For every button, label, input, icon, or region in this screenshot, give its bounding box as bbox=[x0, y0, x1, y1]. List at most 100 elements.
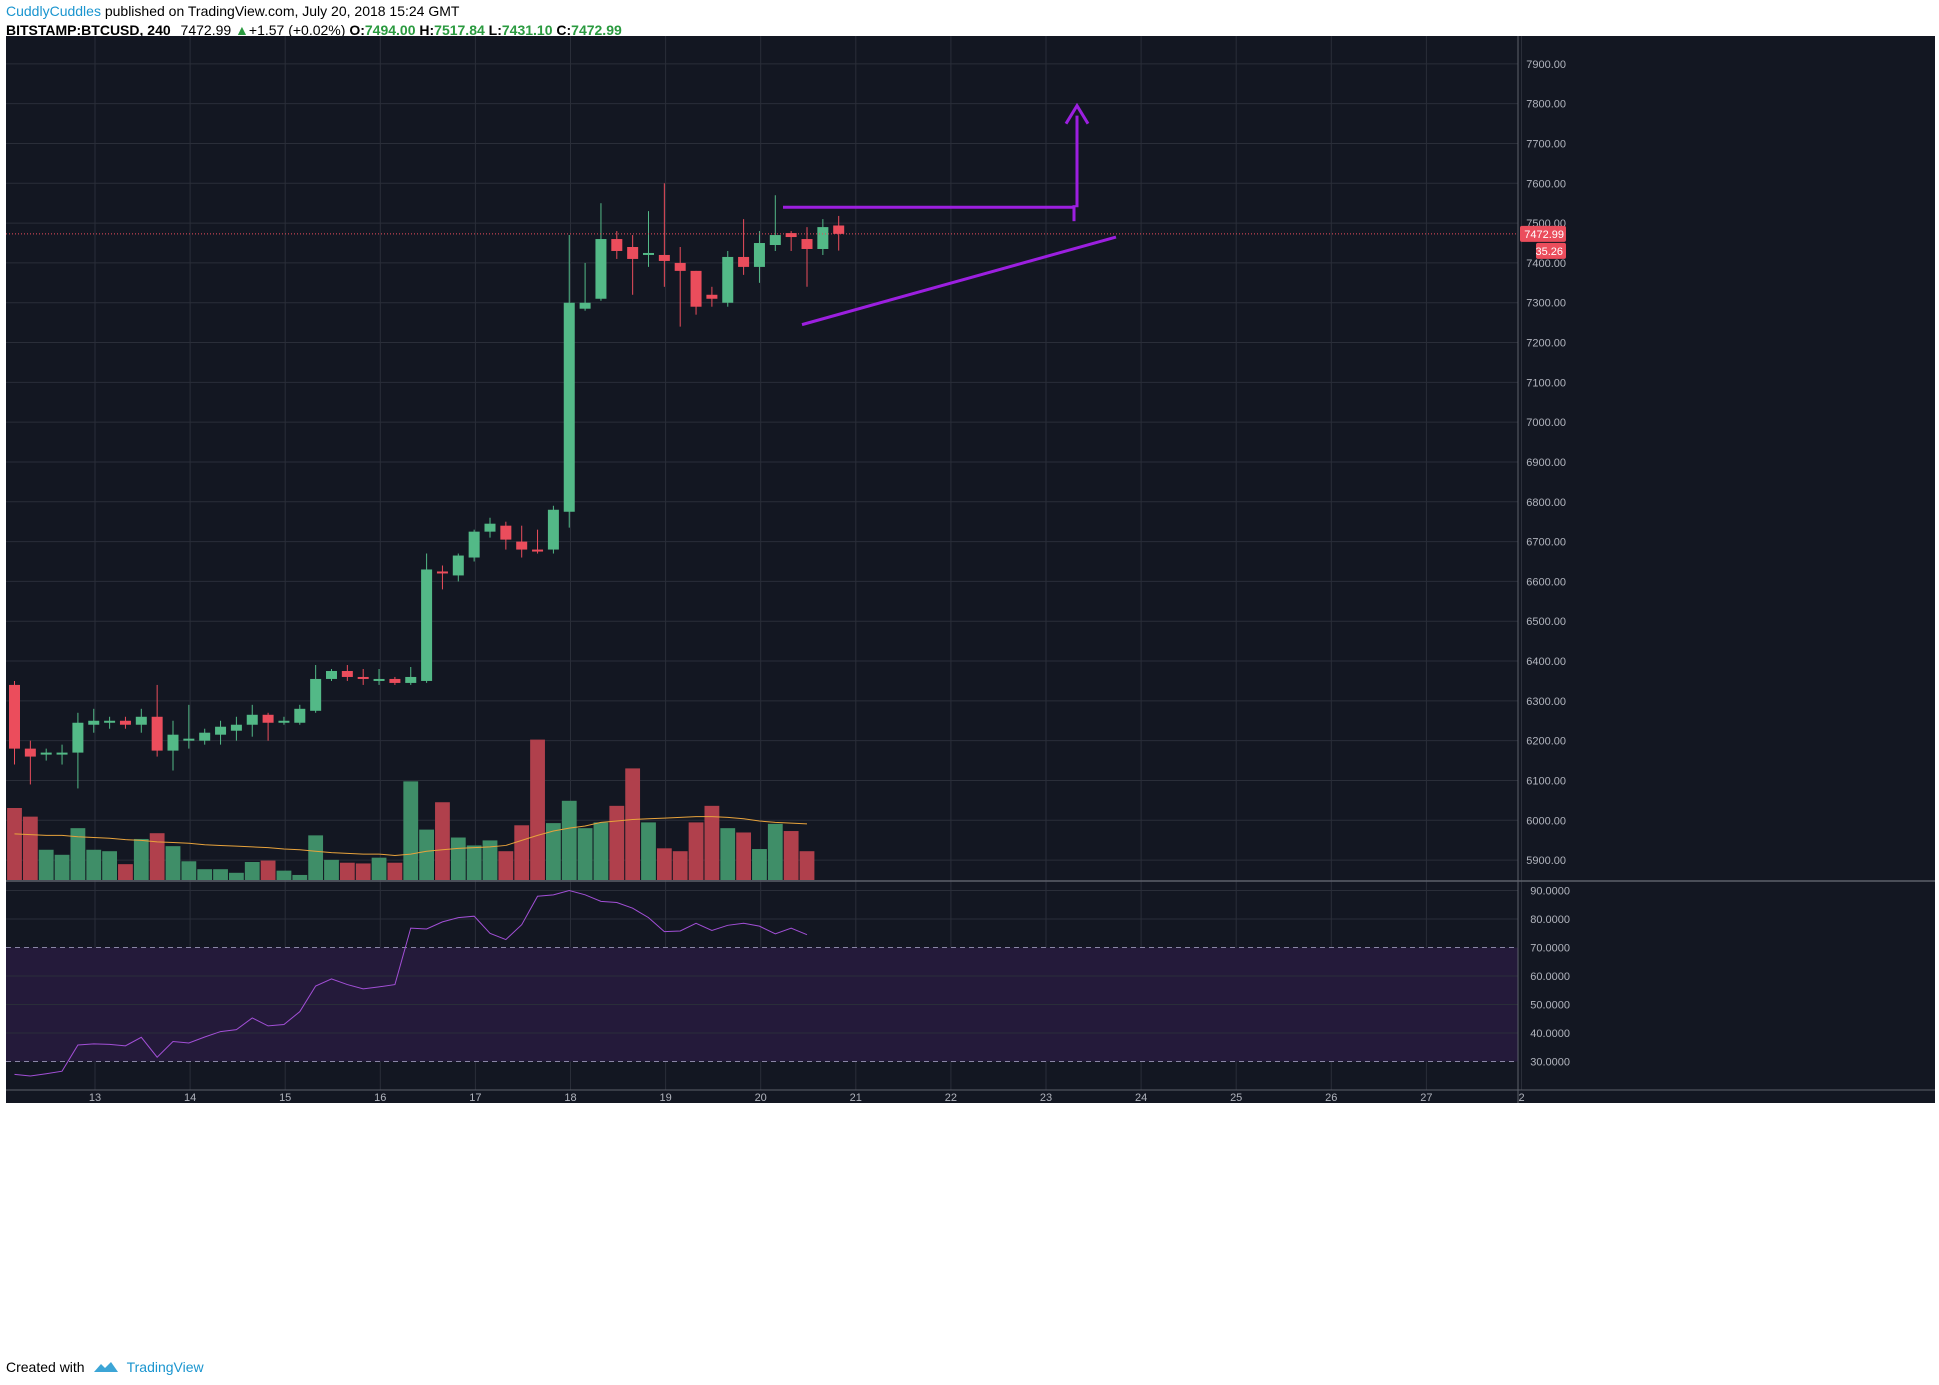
price-tick-label: 6000.00 bbox=[1526, 815, 1566, 827]
tradingview-logo-icon[interactable] bbox=[93, 1360, 119, 1374]
candle-body[interactable] bbox=[421, 569, 433, 681]
candle-body[interactable] bbox=[817, 227, 829, 249]
candle-body[interactable] bbox=[738, 256, 750, 267]
candle-body[interactable] bbox=[326, 670, 337, 679]
candle-body[interactable] bbox=[119, 720, 131, 725]
candle-body[interactable] bbox=[56, 752, 68, 755]
candle-body[interactable] bbox=[294, 708, 306, 723]
candle-body[interactable] bbox=[674, 262, 686, 271]
volume-bar bbox=[609, 805, 625, 880]
volume-bar bbox=[466, 845, 482, 880]
candle-body[interactable] bbox=[310, 678, 322, 711]
candle-body[interactable] bbox=[690, 270, 702, 307]
candle-body[interactable] bbox=[24, 748, 36, 757]
volume-bar bbox=[149, 833, 165, 880]
candle-body[interactable] bbox=[801, 239, 813, 249]
candle-body[interactable] bbox=[199, 732, 211, 741]
price-tick-label: 6600.00 bbox=[1526, 576, 1566, 588]
candle-body[interactable] bbox=[278, 720, 290, 723]
price-tick-label: 7100.00 bbox=[1526, 377, 1566, 389]
candle-body[interactable] bbox=[135, 716, 147, 725]
candle-body[interactable] bbox=[785, 233, 797, 238]
published-text: published on TradingView.com, July 20, 2… bbox=[100, 3, 460, 19]
volume-badge-label: 35.26 bbox=[1535, 246, 1563, 258]
volume-bar bbox=[22, 816, 38, 880]
volume-bar bbox=[276, 870, 292, 880]
candle-body[interactable] bbox=[452, 555, 464, 576]
candle-body[interactable] bbox=[389, 678, 401, 683]
candle-body[interactable] bbox=[500, 525, 512, 540]
candle-body[interactable] bbox=[104, 720, 116, 723]
candle-body[interactable] bbox=[436, 571, 448, 574]
volume-bar bbox=[530, 739, 545, 880]
candle-body[interactable] bbox=[151, 716, 163, 751]
candle-body[interactable] bbox=[706, 294, 718, 299]
volume-bar bbox=[736, 832, 751, 880]
candle-body[interactable] bbox=[341, 670, 353, 677]
candle-body[interactable] bbox=[658, 254, 670, 261]
candle-body[interactable] bbox=[484, 523, 496, 532]
up-triangle-icon: ▲ bbox=[235, 22, 249, 38]
price-change: +1.57 (+0.02%) bbox=[248, 22, 346, 38]
candle-body[interactable] bbox=[9, 684, 20, 749]
publish-info: CuddlyCuddles published on TradingView.c… bbox=[6, 3, 459, 19]
volume-bar bbox=[625, 768, 641, 880]
candle-body[interactable] bbox=[215, 726, 227, 735]
candle-body[interactable] bbox=[405, 676, 417, 683]
price-tick-label: 7200.00 bbox=[1526, 338, 1566, 350]
candle-body[interactable] bbox=[753, 243, 765, 267]
close-value: 7472.99 bbox=[571, 22, 622, 38]
volume-bar bbox=[561, 800, 577, 880]
last-price-badge-label: 7472.99 bbox=[1524, 229, 1564, 241]
candle-body[interactable] bbox=[357, 676, 369, 679]
candle-body[interactable] bbox=[373, 678, 385, 681]
candle-body[interactable] bbox=[611, 239, 623, 251]
price-tick-label: 7400.00 bbox=[1526, 258, 1566, 270]
volume-bar bbox=[118, 864, 133, 880]
candle-body[interactable] bbox=[468, 531, 480, 558]
time-tick-label: 2 bbox=[1518, 1092, 1524, 1104]
volume-bar bbox=[593, 822, 609, 880]
time-tick-label: 24 bbox=[1135, 1092, 1147, 1104]
author-link[interactable]: CuddlyCuddles bbox=[6, 3, 101, 19]
volume-bar bbox=[244, 862, 260, 880]
candle-body[interactable] bbox=[722, 256, 734, 303]
volume-bar bbox=[704, 805, 720, 880]
candle-body[interactable] bbox=[183, 738, 195, 741]
candle-body[interactable] bbox=[643, 252, 654, 255]
candle-body[interactable] bbox=[88, 720, 100, 725]
volume-bar bbox=[339, 862, 355, 880]
candle-body[interactable] bbox=[595, 239, 607, 299]
volume-bar bbox=[165, 846, 181, 880]
low-value: 7431.10 bbox=[501, 22, 553, 38]
candle-body[interactable] bbox=[516, 541, 528, 550]
volume-bar bbox=[450, 837, 466, 880]
price-axis-background bbox=[1518, 36, 1935, 1103]
candle-body[interactable] bbox=[769, 235, 781, 246]
candle-body[interactable] bbox=[627, 247, 639, 259]
candle-body[interactable] bbox=[833, 225, 845, 234]
candle-body[interactable] bbox=[262, 714, 274, 723]
rsi-tick-label: 90.0000 bbox=[1530, 886, 1570, 898]
support-line[interactable] bbox=[801, 235, 1117, 327]
candle-body[interactable] bbox=[167, 734, 179, 751]
volume-bar bbox=[292, 874, 308, 880]
candle-body[interactable] bbox=[563, 302, 575, 512]
volume-bar bbox=[371, 857, 387, 880]
volume-bar bbox=[688, 822, 704, 880]
plot-background bbox=[6, 36, 1518, 1103]
candle-body[interactable] bbox=[547, 509, 559, 550]
time-tick-label: 17 bbox=[469, 1092, 481, 1104]
candle-body[interactable] bbox=[246, 714, 258, 725]
footer: Created with TradingView bbox=[6, 1359, 204, 1375]
created-with-text: Created with bbox=[6, 1359, 85, 1375]
candle-body[interactable] bbox=[72, 722, 84, 753]
symbol-label: BITSTAMP:BTCUSD, 240 bbox=[6, 22, 171, 38]
tradingview-link[interactable]: TradingView bbox=[126, 1359, 204, 1375]
candle-body[interactable] bbox=[230, 724, 242, 731]
candle-body[interactable] bbox=[532, 549, 544, 552]
candle-body[interactable] bbox=[579, 302, 591, 309]
candle-body[interactable] bbox=[40, 752, 52, 755]
volume-bar bbox=[672, 851, 688, 880]
